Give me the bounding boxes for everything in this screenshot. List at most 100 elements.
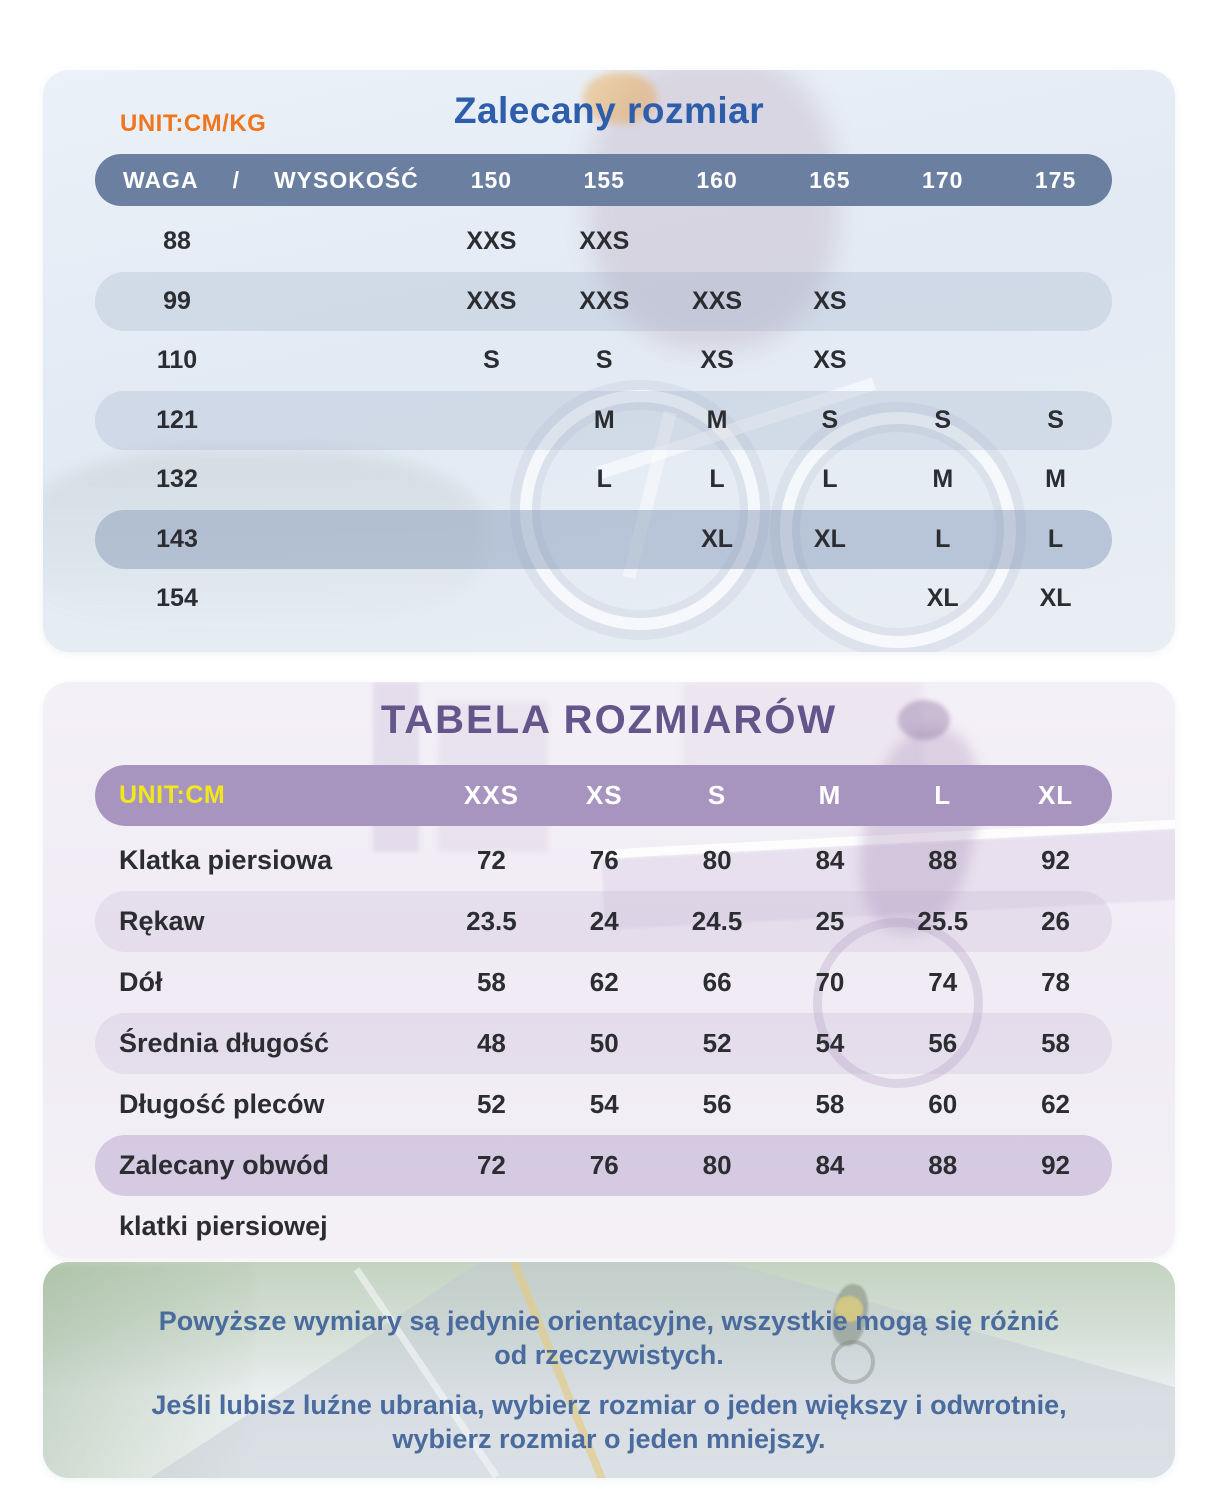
size-cell: XL [1039, 584, 1072, 613]
measurement-cell: 48 [476, 1028, 506, 1058]
height-column: 170 [922, 166, 964, 193]
measurement-cell: 62 [1041, 1089, 1071, 1119]
table-row: 132 L L L M M [95, 450, 1112, 510]
size-column: M [818, 780, 842, 810]
disclaimer-paragraph: Powyższe wymiary są jedynie orientacyjne… [43, 1304, 1175, 1372]
size-cell: XXS [579, 227, 630, 256]
size-cell: M [706, 405, 728, 434]
weight-header: WAGA [123, 166, 199, 193]
measurement-cell: 62 [589, 967, 619, 997]
disclaimer-line: wybierz rozmiar o jeden mniejszy. [392, 1424, 826, 1454]
disclaimer-line: Jeśli lubisz luźne ubrania, wybierz rozm… [151, 1390, 1067, 1420]
weight-value: 110 [156, 346, 198, 375]
disclaimer-line: Powyższe wymiary są jedynie orientacyjne… [158, 1306, 1060, 1336]
recommended-size-panel: UNIT:CM/KG Zalecany rozmiar WAGA / WYSOK… [43, 70, 1175, 652]
size-cell [999, 287, 1112, 316]
size-cell [548, 525, 661, 554]
measurement-cell: 56 [702, 1089, 732, 1119]
height-column: 165 [809, 166, 851, 193]
height-column: 160 [696, 166, 738, 193]
measurement-cell: 24.5 [691, 906, 743, 936]
weight-value: 99 [163, 286, 191, 315]
table-title: Zalecany rozmiar [453, 90, 765, 131]
size-chart-panel: TABELA ROZMIARÓW UNIT:CM XXS XS S M L XL… [43, 682, 1175, 1258]
measurement-cell: 66 [702, 967, 732, 997]
size-cell [999, 346, 1112, 375]
table-body: 88 XXS XXS 99 XXS XXS XXS XS [95, 212, 1112, 629]
weight-value: 154 [156, 584, 198, 613]
measurement-cell: 80 [702, 1150, 732, 1180]
measurement-cell: 58 [815, 1089, 845, 1119]
size-cell [886, 227, 999, 256]
measurement-label: Zalecany obwód [119, 1150, 330, 1180]
size-cell [661, 584, 774, 613]
table-row: Średnia długość 48 50 52 54 56 58 [95, 1013, 1112, 1074]
disclaimer-panel: Powyższe wymiary są jedynie orientacyjne… [43, 1262, 1175, 1478]
measurement-cell: 74 [928, 967, 958, 997]
table-row: 110 S S XS XS [95, 331, 1112, 391]
measurement-cell: 84 [815, 1150, 845, 1180]
size-column: L [934, 780, 952, 810]
weight-value: 143 [156, 524, 198, 553]
disclaimer-paragraph: Jeśli lubisz luźne ubrania, wybierz rozm… [43, 1388, 1175, 1456]
measurement-label: Klatka piersiowa [119, 845, 333, 875]
size-cell [886, 287, 999, 316]
measurement-cell: 56 [928, 1028, 958, 1058]
table-row: 154 XL XL [95, 569, 1112, 629]
size-cell: L [822, 465, 838, 494]
disclaimer-line: od rzeczywistych. [494, 1340, 724, 1370]
size-cell: XXS [466, 286, 517, 315]
size-cell [435, 406, 548, 435]
measurement-cell: 25 [815, 906, 845, 936]
measurement-cell: 58 [476, 967, 506, 997]
unit-label: UNIT:CM/KG [120, 110, 267, 137]
table-row: Rękaw 23.5 24 24.5 25 25.5 26 [95, 891, 1112, 952]
size-column: S [707, 780, 727, 810]
size-cell: M [593, 405, 615, 434]
size-cell: XS [813, 346, 847, 375]
height-column: 155 [583, 166, 625, 193]
size-cell: L [1047, 524, 1064, 553]
measurement-label: Długość pleców [119, 1089, 325, 1119]
size-column: XS [585, 780, 623, 810]
height-header: WYSOKOŚĆ [273, 166, 419, 193]
size-cell: S [821, 405, 839, 434]
size-cell: S [1047, 405, 1064, 434]
header-separator: / [232, 166, 240, 193]
table-row: 121 M M S S S [95, 390, 1112, 450]
measurement-cell: 26 [1041, 906, 1071, 936]
table-row: Zalecany obwód 72 76 80 84 88 92 [95, 1135, 1112, 1196]
size-cell: XXS [692, 286, 743, 315]
measurement-cell: 76 [589, 1150, 619, 1180]
weight-value: 121 [156, 405, 198, 434]
measurement-cell: 54 [815, 1028, 845, 1058]
measurement-label: Dół [119, 967, 163, 997]
table-row: Długość pleców 52 54 56 58 60 62 [95, 1074, 1112, 1135]
measurement-cell: 54 [589, 1089, 619, 1119]
size-cell: L [709, 465, 725, 494]
size-cell [999, 227, 1112, 256]
measurement-cell: 72 [476, 1150, 506, 1180]
size-cell: L [596, 465, 612, 494]
measurement-cell: 25.5 [917, 906, 969, 936]
size-cell: L [935, 524, 951, 553]
measurement-cell: 92 [1041, 1150, 1071, 1180]
table-header-row: WAGA / WYSOKOŚĆ 150 155 160 165 170 175 [95, 154, 1112, 206]
size-cell [435, 584, 548, 613]
table-row: klatki piersiowej [95, 1196, 1112, 1257]
size-cell: M [1045, 465, 1066, 494]
size-cell: S [934, 405, 952, 434]
size-cell: XL [701, 524, 734, 553]
measurement-cell: 80 [702, 845, 732, 875]
size-cell: XL [813, 524, 846, 553]
measurement-label-continued: klatki piersiowej [119, 1211, 328, 1241]
height-column: 175 [1034, 166, 1077, 193]
size-cell: M [932, 465, 954, 494]
measurement-cell: 23.5 [466, 906, 517, 936]
table-row: 143 XL XL L L [95, 509, 1112, 569]
measurement-cell: 76 [589, 845, 619, 875]
measurement-cell: 78 [1041, 967, 1071, 997]
measurement-label: Średnia długość [119, 1028, 330, 1058]
size-column: XXS [463, 780, 519, 810]
weight-value: 132 [156, 465, 198, 494]
